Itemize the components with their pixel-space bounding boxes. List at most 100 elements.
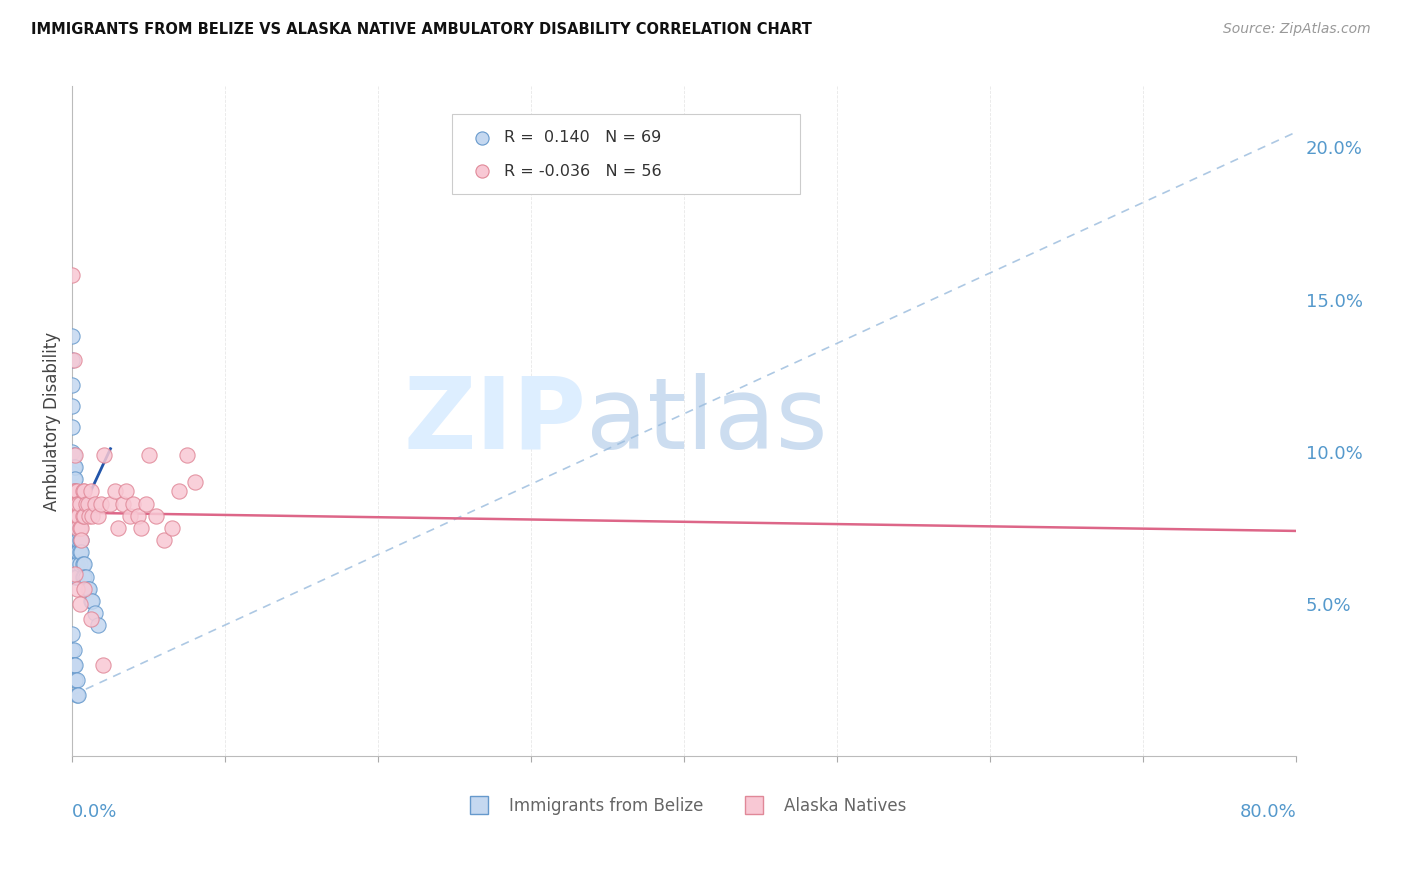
Point — [65, 521, 87, 535]
Point — [66, 521, 89, 535]
Point — [70, 545, 93, 559]
Point — [77, 508, 100, 523]
Point — [62, 484, 84, 499]
Point — [72, 558, 94, 572]
Point — [62, 521, 84, 535]
Point — [160, 521, 183, 535]
Point — [62, 657, 84, 672]
Point — [73, 508, 96, 523]
Point — [66, 521, 89, 535]
Point — [60, 399, 83, 413]
Point — [66, 508, 89, 523]
Text: ZIP: ZIP — [404, 373, 586, 470]
Point — [135, 496, 157, 510]
Point — [67, 545, 90, 559]
Text: R =  0.140   N = 69: R = 0.140 N = 69 — [505, 130, 662, 145]
Point — [76, 496, 98, 510]
Point — [65, 472, 87, 486]
Point — [67, 521, 90, 535]
Point — [65, 460, 87, 475]
Point — [79, 484, 101, 499]
Point — [127, 508, 149, 523]
Point — [65, 448, 87, 462]
Point — [60, 515, 83, 529]
Text: 80.0%: 80.0% — [1240, 803, 1296, 822]
Point — [66, 484, 89, 499]
Point — [69, 496, 91, 510]
Point — [66, 496, 89, 510]
Point — [73, 558, 96, 572]
Point — [66, 545, 89, 559]
Point — [93, 448, 115, 462]
Point — [62, 530, 84, 544]
Point — [67, 508, 90, 523]
Point — [66, 689, 89, 703]
Point — [65, 673, 87, 687]
Point — [72, 569, 94, 583]
Point — [65, 484, 87, 499]
Point — [66, 582, 89, 596]
Point — [129, 521, 152, 535]
Point — [65, 484, 87, 499]
Point — [62, 508, 84, 523]
Point — [62, 496, 84, 510]
Point — [65, 508, 87, 523]
Point — [145, 508, 167, 523]
Y-axis label: Ambulatory Disability: Ambulatory Disability — [44, 332, 60, 511]
Point — [65, 508, 87, 523]
Point — [62, 496, 84, 510]
Point — [69, 558, 91, 572]
Point — [122, 496, 145, 510]
Point — [60, 329, 83, 343]
FancyBboxPatch shape — [451, 114, 800, 194]
Point — [114, 484, 136, 499]
Point — [120, 508, 142, 523]
Point — [60, 444, 83, 458]
Point — [70, 521, 93, 535]
Point — [73, 569, 96, 583]
Point — [62, 554, 84, 568]
Point — [62, 533, 84, 547]
Point — [87, 508, 110, 523]
Point — [79, 594, 101, 608]
Point — [62, 484, 84, 499]
Text: R = -0.036   N = 56: R = -0.036 N = 56 — [505, 164, 662, 179]
Point — [70, 533, 93, 547]
Point — [65, 558, 87, 572]
Point — [183, 475, 205, 490]
Point — [169, 484, 191, 499]
Point — [104, 484, 127, 499]
Point — [60, 627, 83, 641]
Point — [138, 448, 160, 462]
Point — [87, 618, 110, 632]
Point — [65, 566, 87, 581]
Point — [62, 353, 84, 368]
Point — [62, 508, 84, 523]
Point — [75, 569, 97, 583]
Point — [91, 657, 114, 672]
Point — [62, 642, 84, 657]
Point — [77, 582, 100, 596]
Point — [84, 606, 107, 620]
Point — [69, 521, 91, 535]
Point — [176, 448, 198, 462]
Point — [62, 448, 84, 462]
Point — [82, 508, 104, 523]
Point — [67, 508, 90, 523]
Point — [100, 496, 122, 510]
Point — [60, 642, 83, 657]
Point — [72, 484, 94, 499]
Text: Source: ZipAtlas.com: Source: ZipAtlas.com — [1223, 22, 1371, 37]
Legend: Immigrants from Belize, Alaska Natives: Immigrants from Belize, Alaska Natives — [456, 790, 912, 822]
Point — [65, 569, 87, 583]
Text: 0.0%: 0.0% — [72, 803, 118, 822]
Point — [84, 496, 107, 510]
Point — [66, 533, 89, 547]
Point — [62, 542, 84, 557]
Point — [65, 545, 87, 559]
Point — [69, 597, 91, 611]
Point — [70, 533, 93, 547]
Point — [111, 496, 134, 510]
Point — [76, 582, 98, 596]
Text: IMMIGRANTS FROM BELIZE VS ALASKA NATIVE AMBULATORY DISABILITY CORRELATION CHART: IMMIGRANTS FROM BELIZE VS ALASKA NATIVE … — [31, 22, 811, 37]
